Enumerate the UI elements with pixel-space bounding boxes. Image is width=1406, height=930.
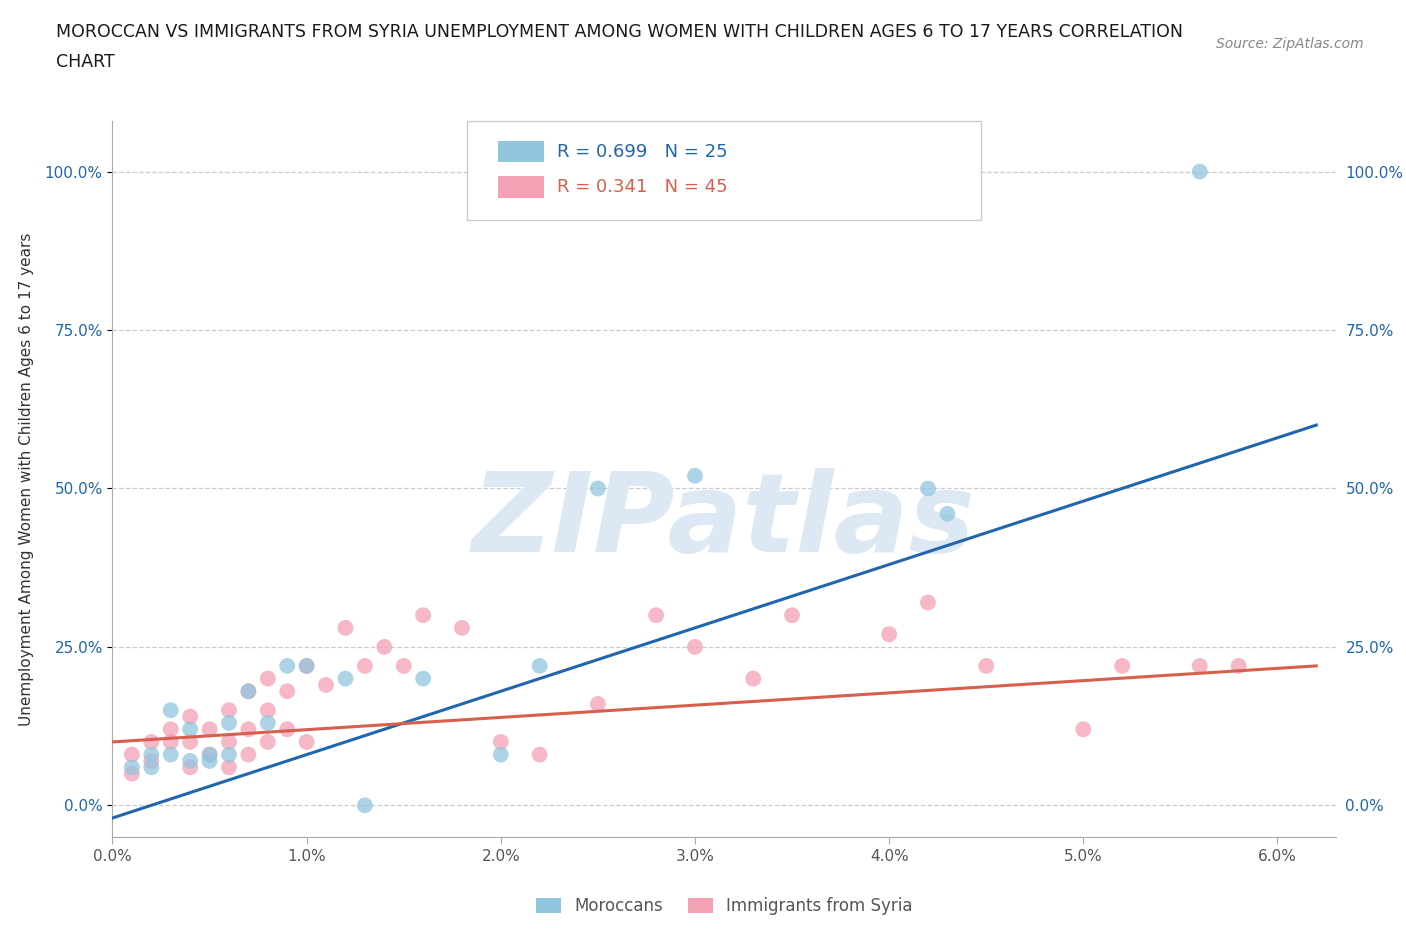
Point — [489, 735, 512, 750]
Point — [238, 747, 260, 762]
Point — [335, 620, 357, 635]
Point — [256, 735, 278, 750]
Point — [354, 658, 377, 673]
Point — [141, 747, 163, 762]
Point — [586, 697, 609, 711]
Point — [218, 703, 240, 718]
Point — [159, 703, 181, 718]
Bar — [498, 176, 544, 197]
Point — [179, 722, 201, 737]
Point — [529, 658, 551, 673]
Text: MOROCCAN VS IMMIGRANTS FROM SYRIA UNEMPLOYMENT AMONG WOMEN WITH CHILDREN AGES 6 : MOROCCAN VS IMMIGRANTS FROM SYRIA UNEMPL… — [56, 23, 1184, 41]
Point — [295, 658, 318, 673]
Point — [451, 620, 474, 635]
Point — [218, 747, 240, 762]
Point — [238, 684, 260, 698]
Point — [295, 735, 318, 750]
Point — [315, 677, 337, 692]
Point — [1071, 722, 1094, 737]
Point — [645, 608, 668, 623]
Bar — [498, 141, 544, 163]
Point — [780, 608, 803, 623]
Point — [159, 747, 181, 762]
Point — [586, 481, 609, 496]
FancyBboxPatch shape — [467, 121, 981, 219]
Point — [489, 747, 512, 762]
Point — [412, 671, 434, 686]
Point — [917, 595, 939, 610]
Point — [1188, 165, 1211, 179]
Point — [974, 658, 997, 673]
Text: Source: ZipAtlas.com: Source: ZipAtlas.com — [1216, 37, 1364, 51]
Point — [1227, 658, 1250, 673]
Point — [412, 608, 434, 623]
Point — [1111, 658, 1133, 673]
Point — [159, 735, 181, 750]
Point — [683, 640, 706, 655]
Text: R = 0.699   N = 25: R = 0.699 N = 25 — [557, 142, 727, 161]
Point — [256, 703, 278, 718]
Y-axis label: Unemployment Among Women with Children Ages 6 to 17 years: Unemployment Among Women with Children A… — [18, 232, 34, 725]
Point — [256, 671, 278, 686]
Point — [218, 715, 240, 730]
Point — [742, 671, 765, 686]
Text: R = 0.341   N = 45: R = 0.341 N = 45 — [557, 178, 727, 196]
Point — [295, 658, 318, 673]
Point — [392, 658, 415, 673]
Point — [198, 747, 221, 762]
Point — [141, 735, 163, 750]
Point — [179, 760, 201, 775]
Text: CHART: CHART — [56, 53, 115, 71]
Point — [179, 710, 201, 724]
Point — [121, 760, 143, 775]
Point — [179, 753, 201, 768]
Point — [198, 747, 221, 762]
Point — [1188, 658, 1211, 673]
Point — [238, 684, 260, 698]
Point — [141, 760, 163, 775]
Point — [936, 506, 959, 521]
Point — [917, 481, 939, 496]
Point — [141, 753, 163, 768]
Point — [218, 735, 240, 750]
Point — [877, 627, 900, 642]
Point — [529, 747, 551, 762]
Point — [256, 715, 278, 730]
Legend: Moroccans, Immigrants from Syria: Moroccans, Immigrants from Syria — [529, 890, 920, 922]
Point — [335, 671, 357, 686]
Point — [238, 722, 260, 737]
Point — [373, 640, 395, 655]
Point — [198, 722, 221, 737]
Point — [121, 747, 143, 762]
Point — [218, 760, 240, 775]
Point — [276, 722, 298, 737]
Point — [276, 658, 298, 673]
Text: ZIPatlas: ZIPatlas — [472, 469, 976, 576]
Point — [198, 753, 221, 768]
Point — [121, 766, 143, 781]
Point — [683, 469, 706, 484]
Point — [179, 735, 201, 750]
Point — [354, 798, 377, 813]
Point — [276, 684, 298, 698]
Point — [159, 722, 181, 737]
